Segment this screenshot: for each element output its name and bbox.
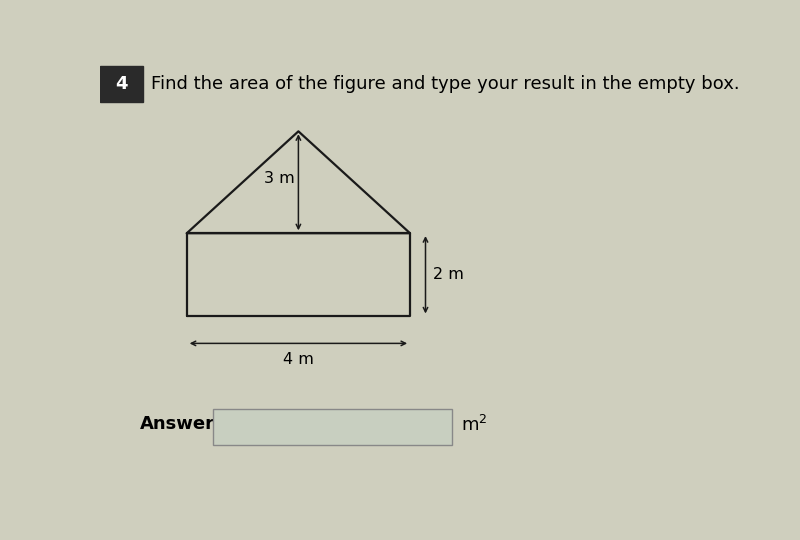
Text: m$^2$: m$^2$ xyxy=(461,414,487,435)
Text: Answer:: Answer: xyxy=(140,415,222,434)
Text: Find the area of the figure and type your result in the empty box.: Find the area of the figure and type you… xyxy=(151,75,739,93)
Text: 3 m: 3 m xyxy=(264,171,295,186)
FancyBboxPatch shape xyxy=(213,409,452,446)
Text: 4 m: 4 m xyxy=(283,352,314,367)
FancyBboxPatch shape xyxy=(100,66,143,102)
Text: 4: 4 xyxy=(115,75,128,93)
Text: 2 m: 2 m xyxy=(433,267,464,282)
